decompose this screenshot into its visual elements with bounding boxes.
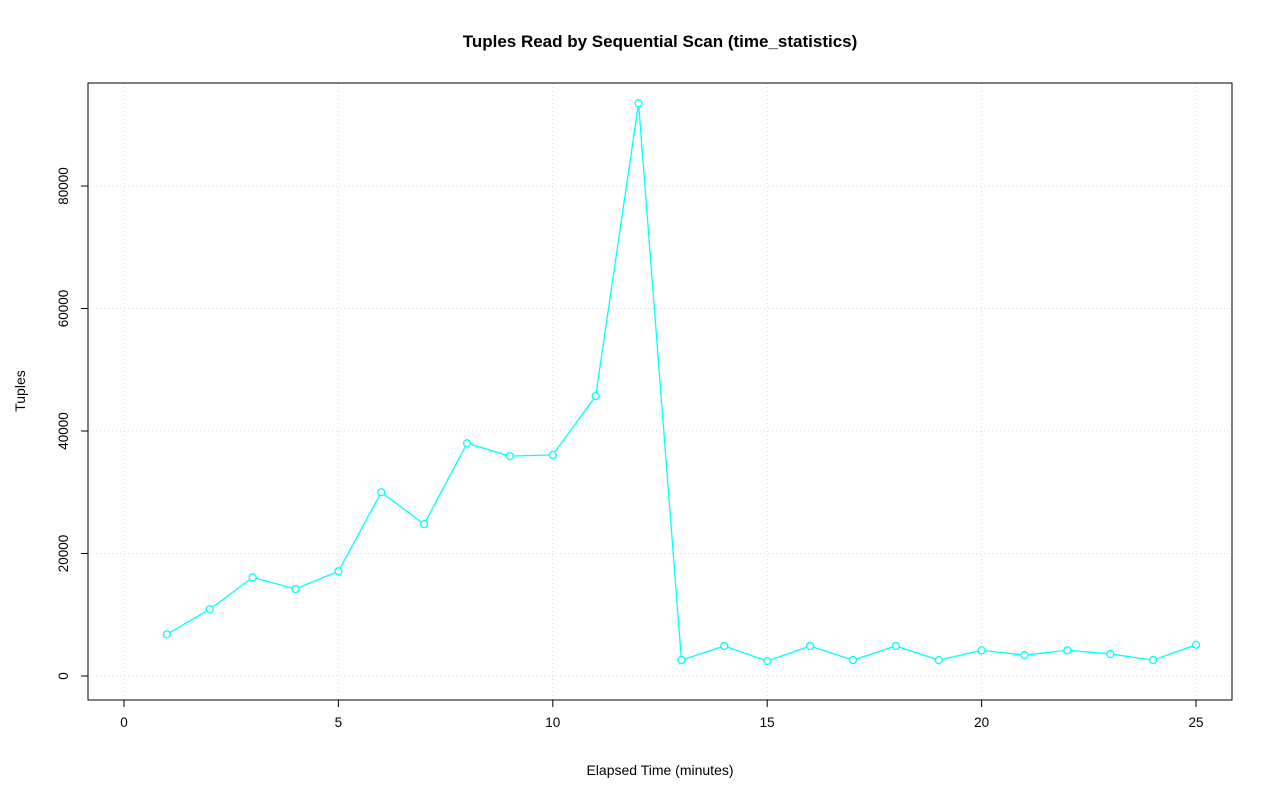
data-point [1020,651,1029,660]
y-tick-label: 40000 [56,412,71,450]
data-point [420,519,429,529]
plot-border [87,82,1233,701]
y-tick-label: 0 [56,672,71,680]
data-point [763,656,772,666]
x-tick-label: 0 [120,715,128,730]
data-point [377,488,386,497]
data-point [634,99,643,108]
data-point [1106,649,1115,659]
data-point [677,655,686,665]
chart-title: Tuples Read by Sequential Scan (time_sta… [462,32,858,51]
data-point [720,641,729,651]
data-point [1063,646,1072,655]
y-tick-label: 60000 [56,290,71,328]
data-point [291,584,300,594]
data-point [162,630,172,639]
y-tick-label: 80000 [56,167,71,205]
data-point [548,450,557,460]
data-point [1191,640,1201,649]
x-tick-label: 10 [545,715,560,730]
data-point [934,655,943,665]
data-line [166,102,1197,662]
data-point [591,391,600,401]
x-tick-label: 25 [1188,715,1203,730]
x-tick-label: 5 [335,715,343,730]
data-point [505,451,515,461]
data-point [334,567,343,576]
data-point [462,439,472,448]
y-tick-label: 20000 [56,535,71,573]
data-point [248,573,257,582]
x-tick-label: 20 [974,715,989,730]
data-point [977,646,986,655]
data-point [1148,655,1158,665]
data-point [848,655,858,665]
x-axis-label: Elapsed Time (minutes) [586,762,734,778]
data-point [805,641,815,651]
data-point [891,641,900,651]
data-point [205,605,214,614]
x-tick-label: 15 [760,715,775,730]
